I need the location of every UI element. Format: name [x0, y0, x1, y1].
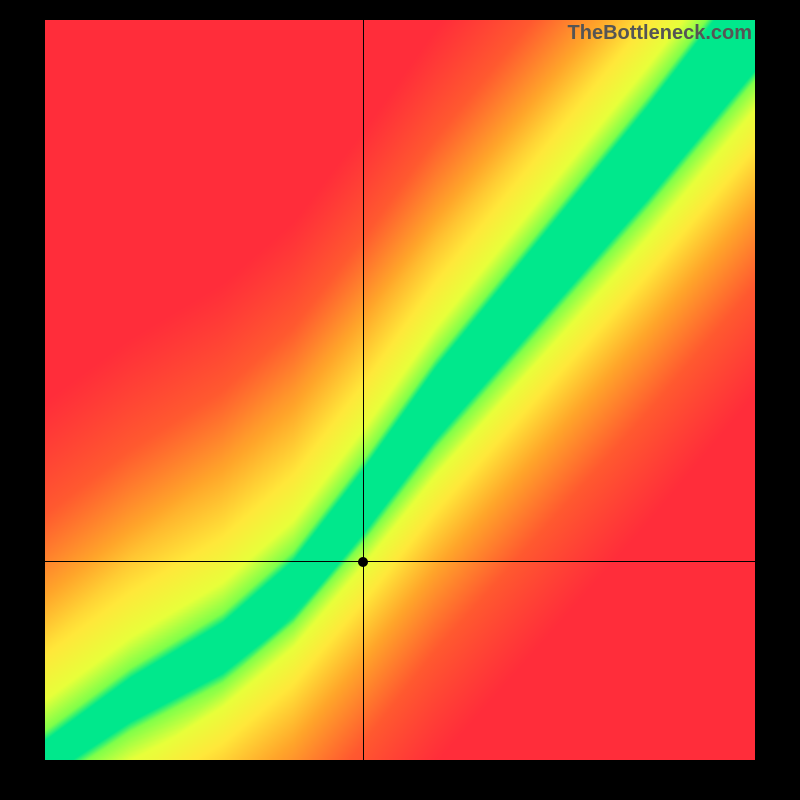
crosshair-vertical — [363, 20, 364, 760]
plot-area — [45, 20, 755, 760]
heatmap-canvas — [45, 20, 755, 760]
data-point-marker — [358, 557, 368, 567]
crosshair-horizontal — [45, 561, 755, 562]
watermark-text: TheBottleneck.com — [568, 22, 752, 45]
bottleneck-chart: TheBottleneck.com — [0, 0, 800, 800]
